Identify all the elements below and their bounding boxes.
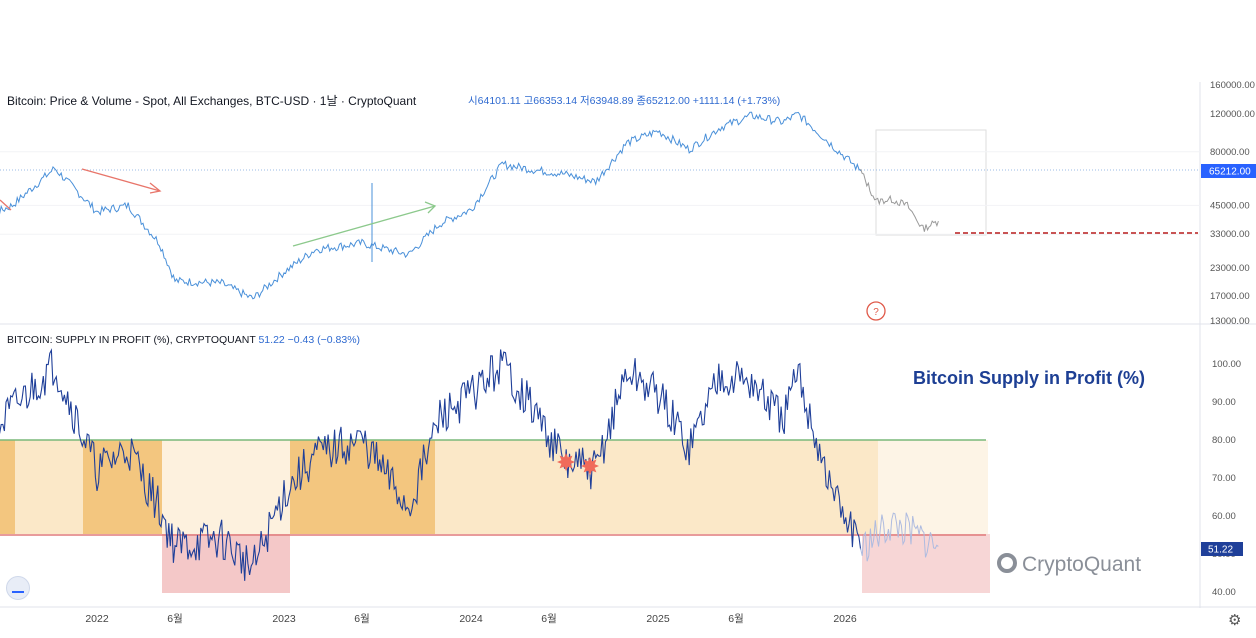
band-dark — [290, 440, 435, 534]
downtrend-arrow — [81, 168, 161, 192]
starburst-marker — [581, 457, 599, 475]
question-circle-icon — [866, 301, 886, 321]
series-lines — [0, 111, 939, 581]
supply-profit-projection-line — [860, 512, 939, 562]
band-light — [435, 440, 878, 534]
price-series-line — [0, 111, 861, 300]
x-tick-label: 6월 — [728, 613, 744, 625]
price-projection-line — [860, 168, 939, 232]
starburst-marker — [557, 453, 575, 471]
spp-value-readout: 51.22 −0.43 (−0.83%) — [258, 334, 361, 346]
x-tick-label: 2025 — [646, 613, 670, 625]
price-y-tick-label: 13000.00 — [1210, 316, 1250, 327]
x-tick-label: 6월 — [354, 613, 370, 625]
band-dark — [0, 440, 15, 534]
annotation-marks: ? — [0, 168, 1198, 475]
mountain-icon — [12, 583, 24, 593]
band-projection — [878, 440, 988, 534]
spp-y-tick-label: 100.00 — [1212, 359, 1241, 370]
cryptoquant-watermark: CryptoQuant — [997, 553, 1141, 577]
ohlc-readout: 시64101.11 고66353.14 저63948.89 종65212.00 … — [468, 95, 781, 107]
gridlines — [0, 151, 1200, 235]
logo-icon — [997, 553, 1017, 573]
y-axis-labels: 160000.00 120000.00 80000.00 45000.00 33000.… — [1201, 80, 1256, 598]
band-pink — [862, 534, 990, 593]
spp-y-tick-label: 60.00 — [1212, 511, 1236, 522]
x-tick-label: 2023 — [272, 613, 296, 625]
price-y-tick-label: 80000.00 — [1210, 147, 1250, 158]
settings-gear-icon[interactable]: ⚙ — [1228, 612, 1242, 629]
price-chart-title: Bitcoin: Price & Volume - Spot, All Exch… — [7, 92, 416, 109]
spp-y-tick-label: 70.00 — [1212, 473, 1236, 484]
x-tick-label: 6월 — [167, 613, 183, 625]
tradingview-logo-button[interactable] — [6, 576, 30, 600]
price-y-tick-label: 23000.00 — [1210, 263, 1250, 274]
profit-bands — [0, 129, 990, 593]
price-y-tick-label: 33000.00 — [1210, 229, 1250, 240]
band-light — [162, 440, 290, 534]
x-tick-label: 6월 — [541, 613, 557, 625]
price-title-text: Bitcoin: Price & Volume - Spot, All Exch… — [7, 94, 417, 108]
axis-lines — [0, 82, 1256, 608]
uptrend-arrow — [292, 205, 436, 247]
price-y-tick-label: 120000.00 — [1210, 109, 1255, 120]
x-tick-label: 2022 — [85, 613, 109, 625]
price-current-value: 65212.00 — [1209, 167, 1251, 178]
x-axis-labels: 2022 6월 2023 6월 2024 6월 2025 6월 2026 — [85, 613, 857, 625]
projection-box — [875, 129, 987, 236]
spp-current-value: 51.22 — [1208, 545, 1233, 556]
uptrend-arrow-head — [424, 201, 437, 214]
x-tick-label: 2024 — [459, 613, 483, 625]
supply-profit-series-line — [0, 348, 862, 581]
spp-current-badge — [1201, 542, 1243, 556]
spp-title-text: BITCOIN: SUPPLY IN PROFIT (%), CRYPTOQUA… — [7, 334, 256, 346]
question-mark-text: ? — [873, 307, 879, 318]
supply-profit-title: BITCOIN: SUPPLY IN PROFIT (%), CRYPTOQUA… — [7, 334, 360, 346]
price-current-badge — [1201, 164, 1256, 178]
downtrend-arrow-head — [149, 182, 162, 194]
price-y-tick-label: 45000.00 — [1210, 200, 1250, 211]
band-light — [15, 440, 83, 534]
x-tick-label: 2026 — [833, 613, 857, 625]
price-y-tick-label: 160000.00 — [1210, 80, 1255, 91]
spp-y-tick-label: 90.00 — [1212, 397, 1236, 408]
watermark-text: CryptoQuant — [1022, 553, 1142, 576]
price-y-tick-label: 17000.00 — [1210, 291, 1250, 302]
overlay-title: Bitcoin Supply in Profit (%) — [913, 368, 1145, 388]
spp-y-tick-label: 40.00 — [1212, 587, 1236, 598]
spp-y-tick-label: 80.00 — [1212, 435, 1236, 446]
left-arrow — [0, 199, 12, 211]
